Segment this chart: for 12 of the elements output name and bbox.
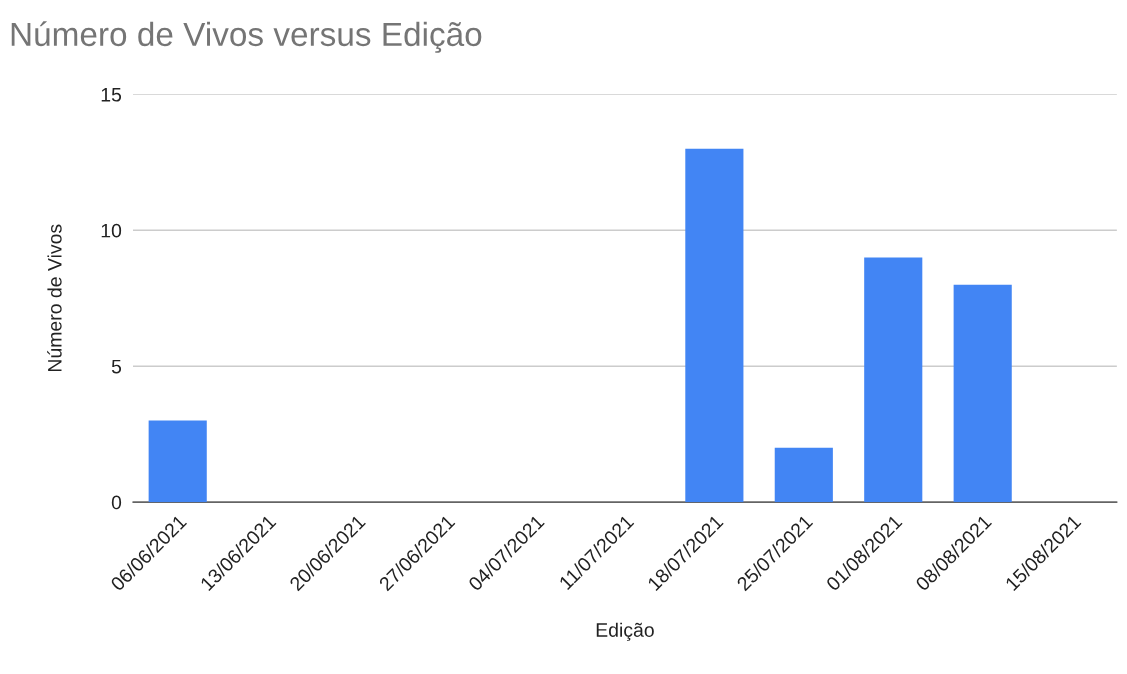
bar bbox=[953, 284, 1012, 503]
chart-title: Número de Vivos versus Edição bbox=[11, 21, 482, 53]
y-tick-label: 0 bbox=[111, 495, 122, 510]
x-axis-title: Edição bbox=[596, 622, 654, 641]
y-tick-label: 5 bbox=[111, 359, 122, 374]
y-tick-label: 10 bbox=[101, 223, 122, 238]
y-axis-title: Número de Vivos bbox=[47, 224, 62, 372]
bar bbox=[148, 420, 207, 503]
bar bbox=[685, 148, 744, 503]
bar bbox=[774, 447, 833, 503]
y-tick-label: 15 bbox=[101, 88, 122, 102]
bar bbox=[864, 257, 923, 503]
